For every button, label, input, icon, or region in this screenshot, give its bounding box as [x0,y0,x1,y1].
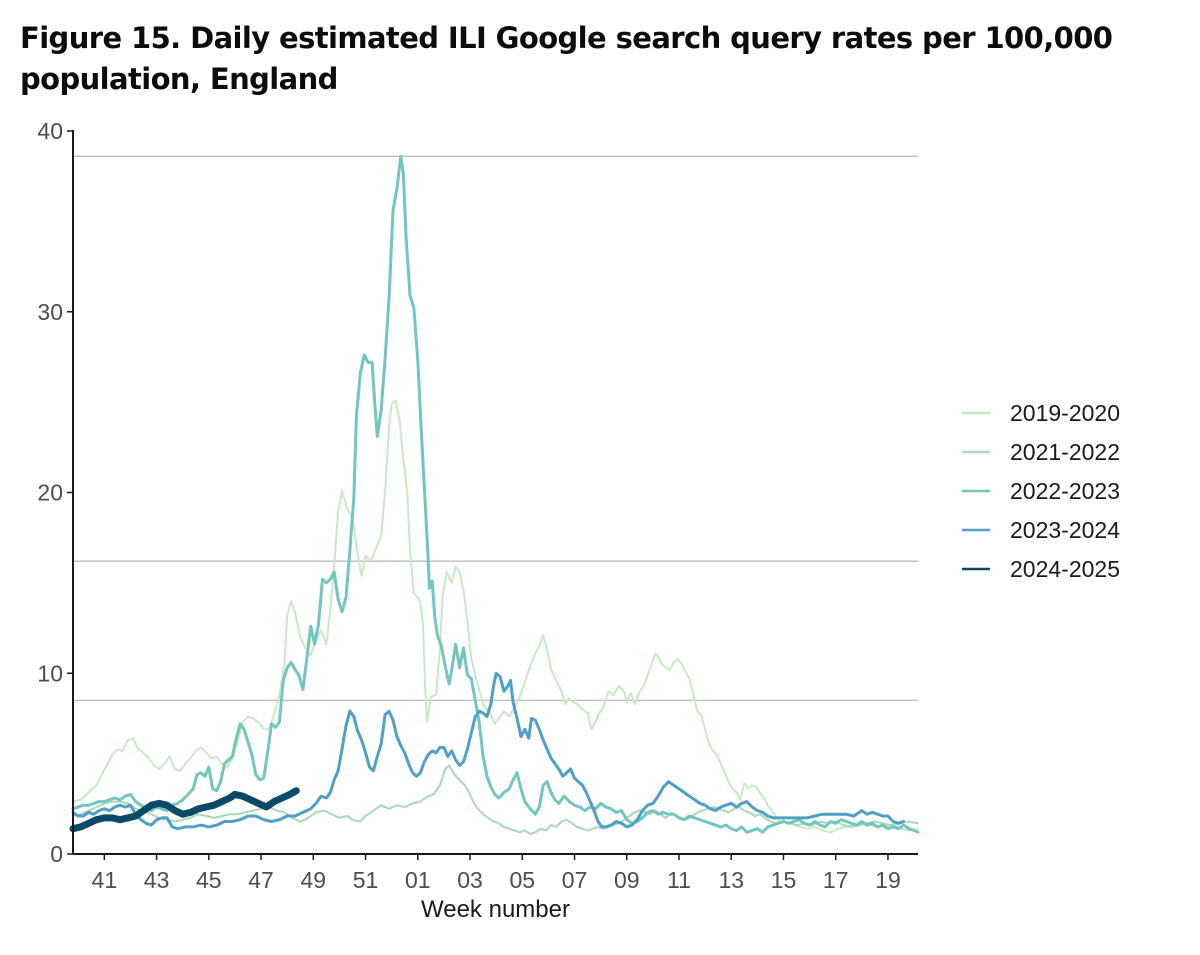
legend: 2019-2020 2021-2022 2022-2023 2023-2024 2024… [962,400,1120,582]
x-tick-label: 19 [875,867,901,893]
series-line-2021-2022 [72,764,919,836]
x-tick-label: 51 [353,867,379,893]
x-tick-label: 41 [92,867,118,893]
x-tick-label: 13 [718,867,744,893]
x-tick-label: 49 [301,867,327,893]
x-tick-label: 03 [457,867,483,893]
x-tick-label: 15 [771,867,797,893]
x-tick-label: 47 [248,867,274,893]
series-line-2024-2025 [69,787,300,833]
legend-label-2021-2022: 2021-2022 [1010,439,1120,465]
y-tick-labels: 0 10 20 30 40 [37,118,63,867]
legend-label-2024-2025: 2024-2025 [1010,556,1120,582]
y-tick-label: 30 [37,299,63,325]
y-tick-label: 40 [37,118,63,144]
x-tick-label: 17 [823,867,849,893]
axes [67,130,918,860]
x-tick-label: 01 [405,867,431,893]
x-tick-label: 43 [144,867,170,893]
y-tick-label: 10 [37,660,63,686]
x-tick-label: 05 [509,867,535,893]
series-line-2023-2024 [71,671,906,831]
x-tick-label: 09 [614,867,640,893]
series-line-2022-2023 [71,154,920,834]
x-tick-labels: 41 43 45 47 49 51 01 03 05 07 09 11 13 15 17 19 [92,867,901,893]
y-tick-label: 20 [37,480,63,506]
legend-label-2019-2020: 2019-2020 [1010,400,1120,426]
series-lines [69,154,920,836]
reference-lines [73,155,918,702]
x-tick-label: 45 [196,867,222,893]
y-tick-label: 0 [50,841,63,867]
x-tick-label: 07 [562,867,588,893]
series-line-2019-2020 [72,399,919,834]
x-axis-title: Week number [421,896,570,923]
x-tick-label: 11 [667,867,691,893]
legend-label-2022-2023: 2022-2023 [1010,478,1120,504]
legend-label-2023-2024: 2023-2024 [1010,517,1120,543]
chart-title: Figure 15. Daily estimated ILI Google se… [20,21,1113,96]
